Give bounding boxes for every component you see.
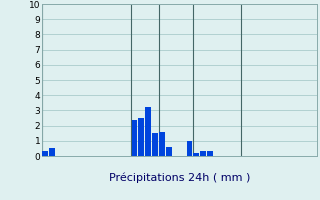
Bar xyxy=(139,118,144,156)
Bar xyxy=(159,132,165,156)
Bar xyxy=(49,148,55,156)
Bar xyxy=(132,120,137,156)
X-axis label: Précipitations 24h ( mm ): Précipitations 24h ( mm ) xyxy=(108,173,250,183)
Bar xyxy=(194,153,199,156)
Bar xyxy=(207,151,213,156)
Bar xyxy=(145,107,151,156)
Bar xyxy=(187,141,192,156)
Bar xyxy=(152,133,158,156)
Bar xyxy=(166,147,172,156)
Bar xyxy=(42,151,48,156)
Bar xyxy=(200,151,206,156)
